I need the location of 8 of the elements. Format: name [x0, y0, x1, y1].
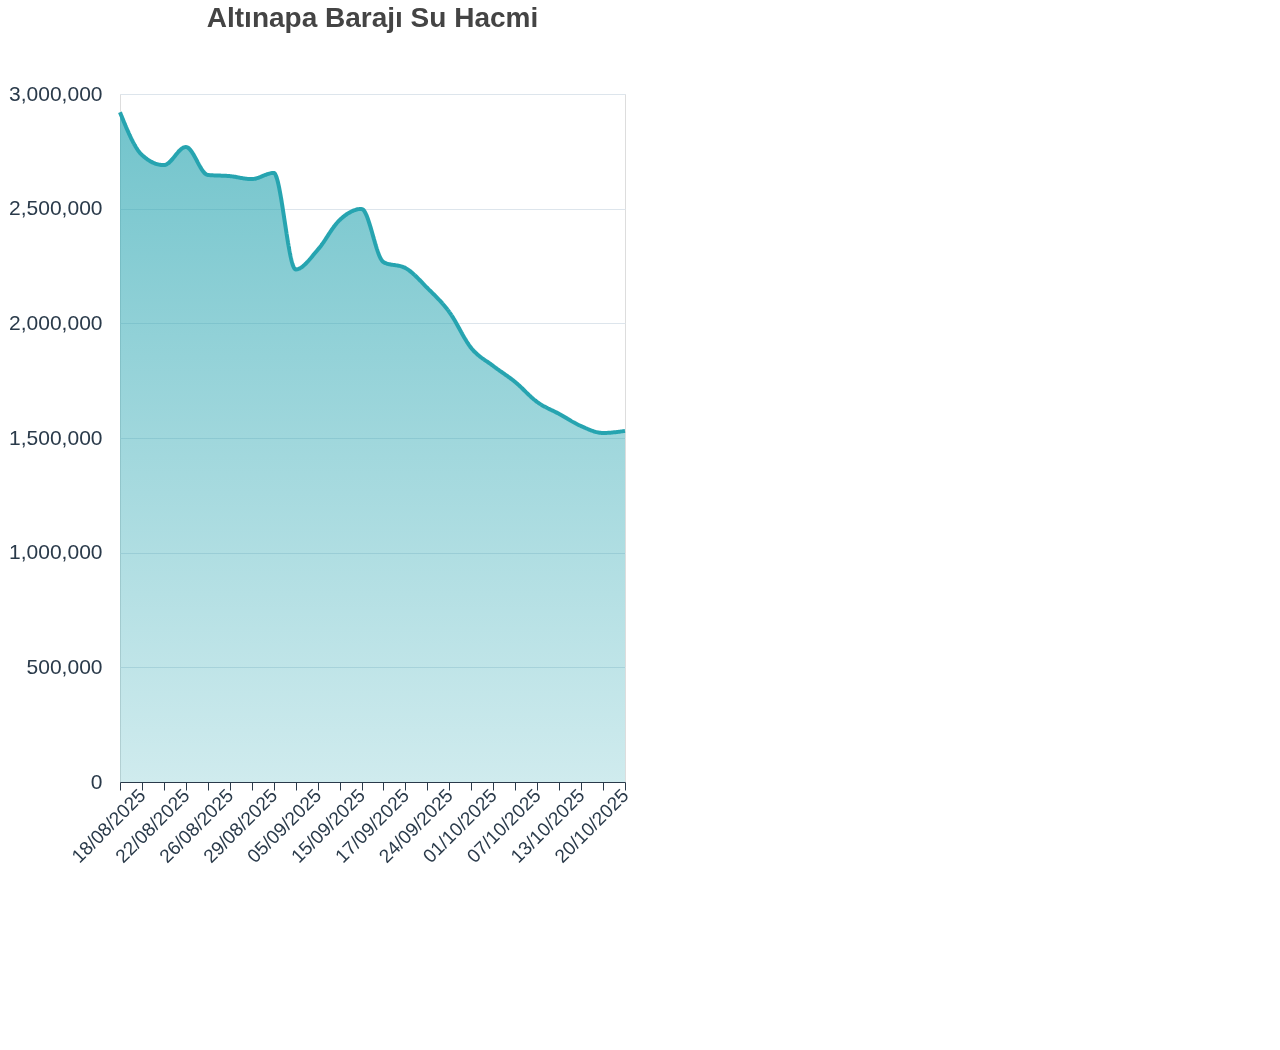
y-tick-label: 2,000,000	[9, 310, 103, 334]
y-tick-label: 2,500,000	[9, 196, 103, 220]
y-tick-label: 1,500,000	[9, 425, 103, 449]
y-tick-label: 500,000	[26, 654, 103, 678]
y-tick-label: 1,000,000	[9, 540, 103, 564]
y-tick-label: 0	[90, 769, 103, 793]
chart-title: Altınapa Barajı Su Hacmi	[206, 2, 539, 33]
y-tick-label: 3,000,000	[9, 81, 103, 105]
